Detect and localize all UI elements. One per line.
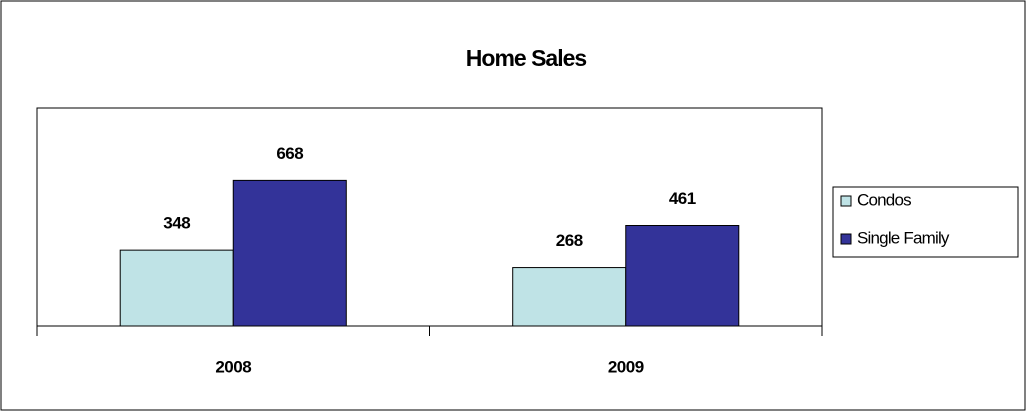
x-tick-label: 2009 [608,357,644,376]
legend-swatch [840,233,852,245]
data-label: 268 [556,231,583,250]
bar [512,267,627,327]
chart-title: Home Sales [466,45,587,71]
data-label: 461 [669,189,696,208]
bar [232,179,347,327]
legend-label: Condos [857,190,911,209]
legend-box [832,186,1019,258]
bar [119,249,234,327]
legend-label: Single Family [857,228,950,247]
data-label: 668 [276,144,303,163]
bar [625,225,740,327]
data-label: 348 [163,214,190,233]
x-tick-label: 2008 [215,357,251,376]
legend-swatch [840,195,852,207]
